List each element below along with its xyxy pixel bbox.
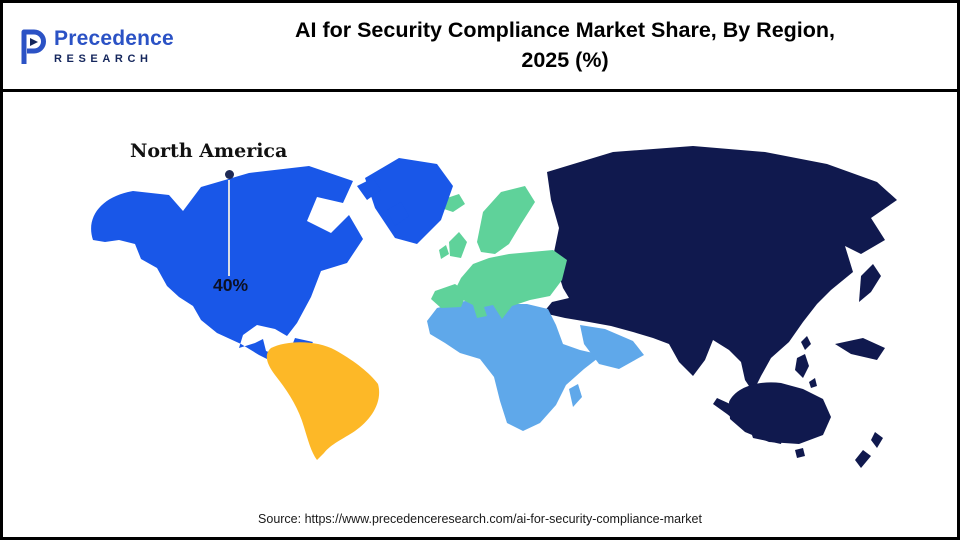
map-section: North America 40% Source: https://www.pr…: [3, 92, 957, 537]
map-region-africa: [427, 301, 602, 431]
map-region-asia-pacific-philippines: [795, 354, 817, 388]
map-region-north-america: [91, 166, 363, 372]
map-region-asia-pacific: [543, 146, 897, 392]
map-region-europe-scandinavia: [477, 186, 535, 254]
title-line-2: 2025 (%): [521, 48, 609, 72]
map-region-asia-pacific-japan: [859, 264, 881, 302]
title-line-1: AI for Security Compliance Market Share,…: [294, 18, 836, 43]
logo-brand: Precedence: [54, 26, 174, 50]
map-region-asia-pacific-tasmania: [795, 448, 805, 458]
map-region-europe-iberia: [431, 284, 467, 308]
value-label-north-america: 40%: [213, 275, 249, 295]
callout-dot: [225, 170, 234, 179]
map-region-asia-pacific-new-zealand: [855, 432, 883, 468]
map-region-arabian-peninsula: [580, 325, 644, 369]
map-region-europe-ireland: [439, 245, 449, 259]
map-region-europe-uk: [449, 232, 467, 258]
page-title: AI for Security Compliance Market Share,…: [197, 16, 957, 75]
logo-text: Precedence RESEARCH: [54, 28, 174, 65]
region-label-north-america: North America: [130, 140, 288, 162]
header: Precedence RESEARCH AI for Security Comp…: [3, 3, 957, 92]
logo-subtitle: RESEARCH: [54, 52, 153, 65]
map-region-south-america: [266, 342, 380, 460]
world-map: [91, 146, 897, 468]
callout-line: [228, 180, 230, 276]
map-region-madagascar: [569, 384, 582, 407]
map-region-asia-pacific-australia: [729, 382, 831, 444]
map-region-asia-pacific-new-guinea: [835, 338, 885, 360]
map-region-north-america-arctic-islands: [357, 178, 409, 226]
source-text: Source: https://www.precedenceresearch.c…: [258, 512, 702, 526]
precedence-research-logo: Precedence RESEARCH: [3, 25, 197, 67]
precedence-logo-icon: [21, 29, 46, 64]
map-region-europe-mainland: [455, 250, 567, 319]
map-region-asia-pacific-taiwan: [801, 336, 811, 350]
map-region-north-america-greenland: [365, 158, 453, 244]
